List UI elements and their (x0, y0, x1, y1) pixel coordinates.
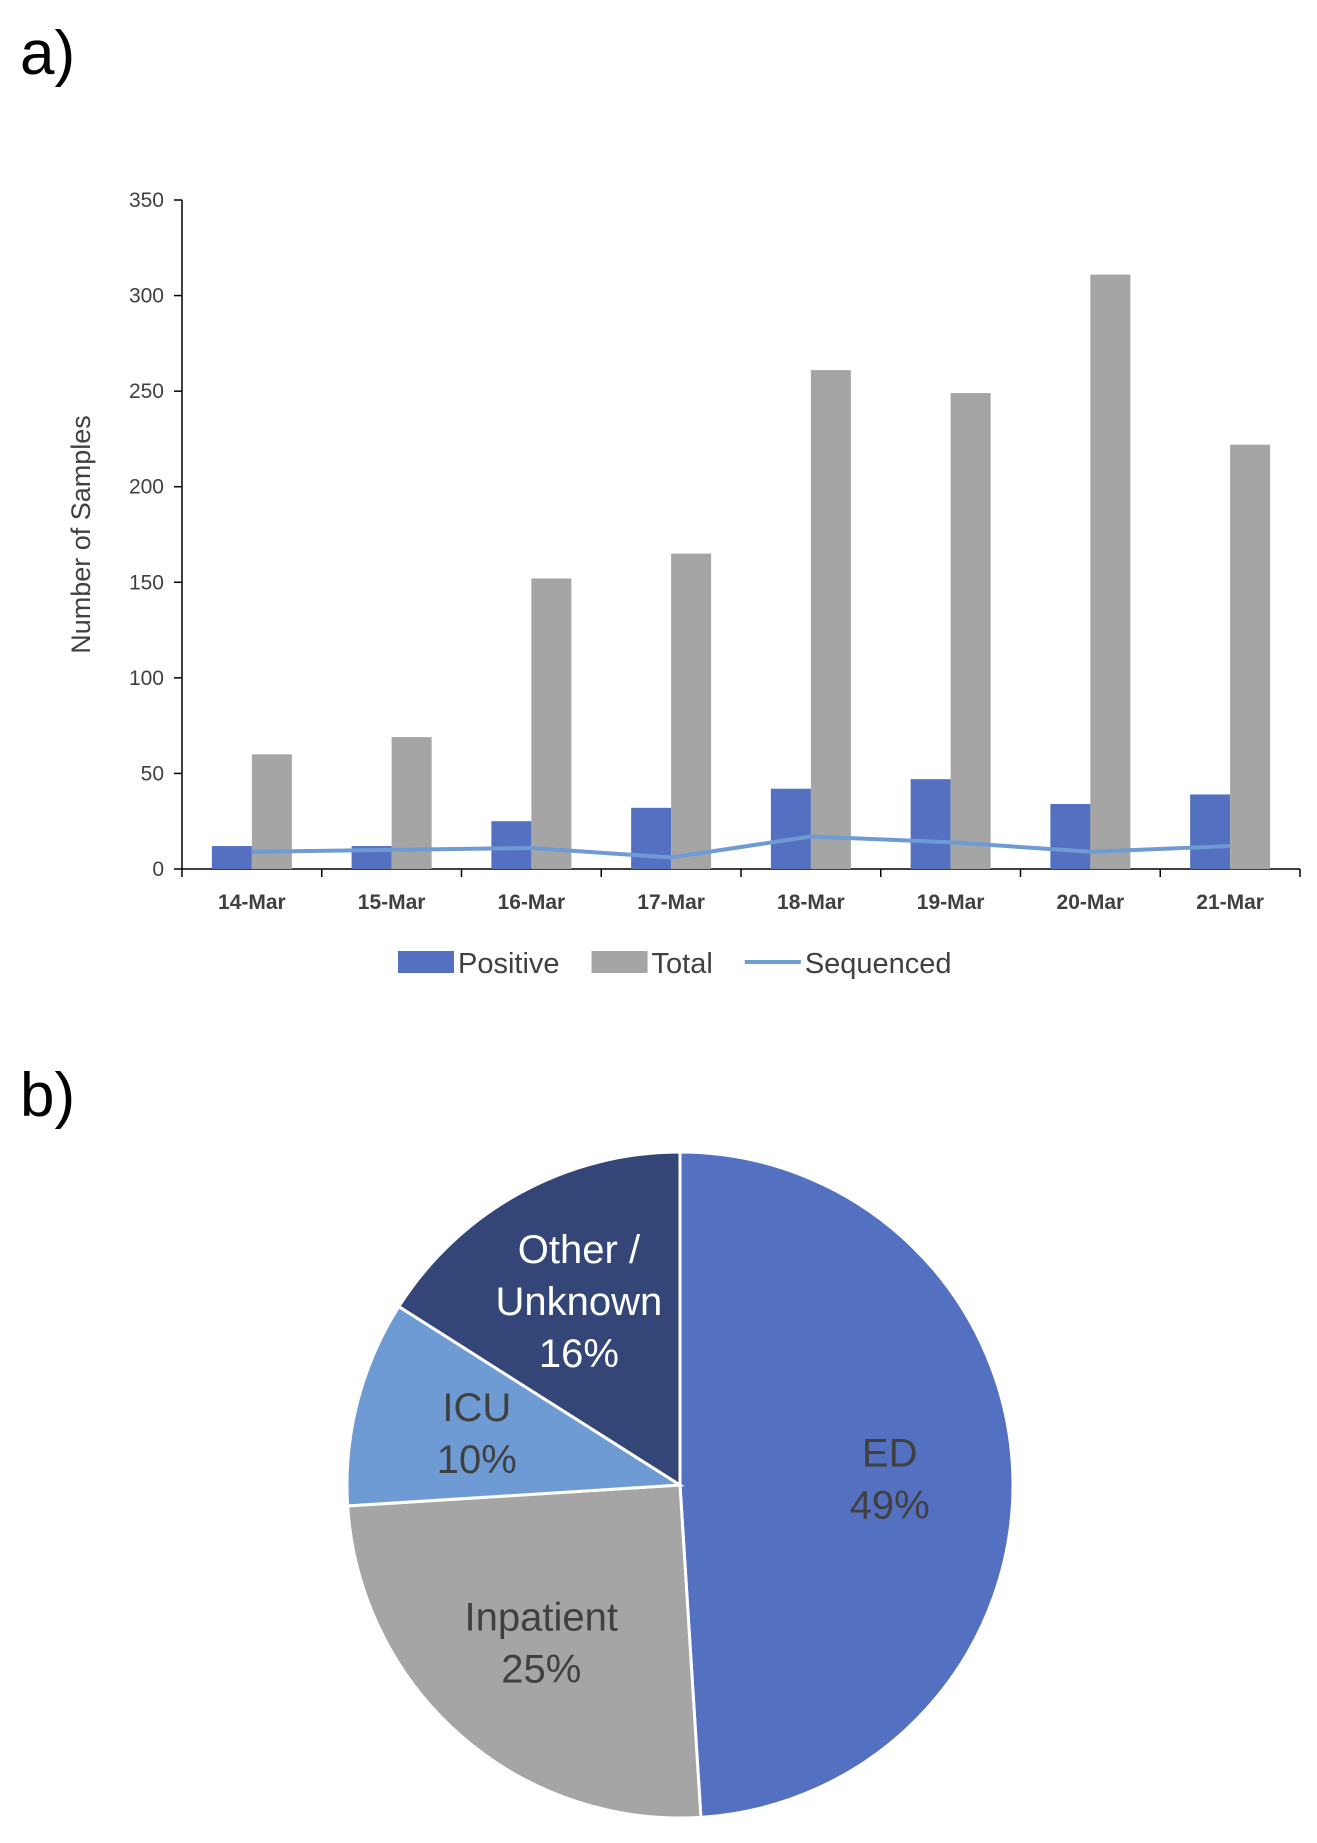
pie-slice-inpatient (346, 1483, 703, 1820)
legend-label-positive: Positive (458, 948, 560, 980)
legend-label-sequenced: Sequenced (805, 948, 952, 980)
pie-slice-ed (678, 1150, 1015, 1819)
bar-positive-19-Mar (910, 779, 951, 869)
bar-positive-21-Mar (1190, 794, 1231, 869)
y-tick-label: 100 (129, 667, 164, 690)
bar-positive-18-Mar (770, 788, 811, 869)
x-tick-label: 20-Mar (1057, 891, 1125, 914)
pie-slice-icu (345, 1304, 685, 1508)
bar-total-16-Mar (531, 578, 572, 869)
legend-swatch-positive (398, 951, 454, 973)
x-tick-label: 17-Mar (637, 891, 705, 914)
legend-label-total: Total (652, 948, 713, 980)
pie-label-ed: ED (862, 1431, 918, 1475)
pie-label-icu: ICU (442, 1386, 511, 1430)
pie-percent-ed: 49% (850, 1483, 930, 1527)
y-tick-label: 150 (129, 571, 164, 594)
y-tick-label: 250 (129, 380, 164, 403)
bar-total-18-Mar (810, 370, 851, 869)
bar-positive-20-Mar (1050, 804, 1091, 869)
x-tick-label: 16-Mar (498, 891, 566, 914)
x-tick-label: 14-Mar (218, 891, 286, 914)
pie-percent-icu: 10% (437, 1438, 517, 1482)
bar-total-17-Mar (671, 553, 712, 869)
legend-swatch-total (591, 951, 648, 973)
bar-total-21-Mar (1230, 444, 1271, 869)
pie-percent-inpatient: 25% (501, 1647, 581, 1691)
line-sequenced (251, 834, 1231, 860)
y-tick-label: 50 (141, 762, 164, 785)
y-tick-label: 350 (129, 189, 164, 212)
x-tick-label: 21-Mar (1196, 891, 1264, 914)
panel-label-a: a) (20, 19, 76, 88)
pie-percent-other-unknown: 16% (539, 1332, 619, 1376)
pie-label-other-unknown: Other / (518, 1228, 641, 1272)
y-tick-label: 0 (152, 858, 164, 881)
bar-positive-16-Mar (491, 821, 532, 869)
pie-label-inpatient: Inpatient (465, 1595, 618, 1639)
bar-total-20-Mar (1090, 274, 1131, 869)
x-tick-label: 18-Mar (777, 891, 845, 914)
y-axis-label: Number of Samples (66, 415, 96, 654)
x-tick-label: 15-Mar (358, 891, 426, 914)
pie-label-other-unknown: Unknown (496, 1280, 663, 1324)
bar-total-15-Mar (391, 737, 432, 869)
y-tick-label: 300 (129, 285, 164, 308)
bar-chart: 0 50 100 150 200 250 300 350 Number of Samples 14… (66, 189, 1301, 980)
y-tick-label: 200 (129, 476, 164, 499)
pie-slice-other-unknown (396, 1150, 682, 1488)
bar-total-19-Mar (950, 393, 991, 869)
x-tick-label: 19-Mar (917, 891, 985, 914)
bar-positive-14-Mar (211, 846, 252, 869)
panel-label-b: b) (20, 1061, 76, 1130)
